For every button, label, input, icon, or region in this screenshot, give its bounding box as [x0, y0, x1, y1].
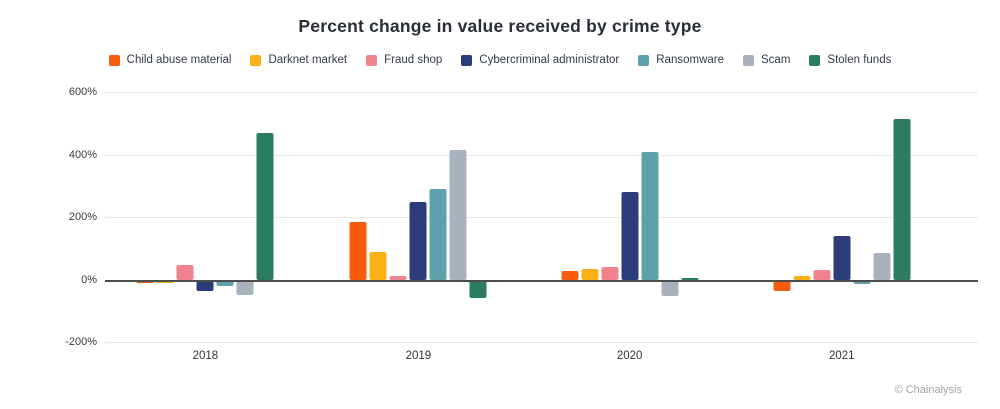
- bar-2019-ransomware: [429, 188, 447, 280]
- gridline: [105, 342, 978, 343]
- legend-label: Ransomware: [656, 54, 724, 66]
- legend-swatch-icon: [461, 54, 473, 66]
- bar-2020-ransomware: [641, 152, 659, 280]
- legend: Child abuse material Darknet market Fraud …: [0, 54, 1000, 66]
- bar-slot: [581, 92, 599, 342]
- legend-swatch-icon: [743, 54, 754, 66]
- bar-2020-darknet-market: [581, 268, 599, 280]
- bar-slot: [409, 92, 427, 342]
- bar-slot: [389, 92, 407, 342]
- bar-2021-fraud-shop: [813, 270, 831, 280]
- x-tick-label-2020: 2020: [616, 350, 643, 362]
- bar-2018-scam: [236, 279, 254, 295]
- legend-swatch-icon: [366, 54, 378, 66]
- bar-slot: [469, 92, 487, 342]
- y-tick-label: 400%: [68, 148, 97, 161]
- legend-swatch-icon: [638, 54, 650, 66]
- y-tick-label: 0%: [81, 273, 97, 286]
- legend-item-darknet-market: Darknet market: [250, 54, 347, 66]
- bar-slot: [429, 92, 447, 342]
- y-tick-label: -200%: [65, 336, 97, 348]
- bar-2020-stolen-funds: [681, 277, 699, 280]
- bar-2021-scam: [873, 252, 891, 280]
- x-tick-label-2018: 2018: [192, 350, 219, 362]
- bar-2019-cybercriminal-administrator: [409, 202, 427, 280]
- x-tick-label-2021: 2021: [829, 350, 855, 362]
- legend-item-child-abuse-material: Child abuse material: [108, 54, 232, 66]
- bar-slot: [661, 92, 679, 342]
- bar-slot: [136, 92, 154, 342]
- bar-2019-fraud-shop: [389, 276, 407, 280]
- gridline: [105, 92, 978, 93]
- bar-2019-child-abuse-material: [349, 221, 367, 280]
- y-tick-label: 200%: [68, 211, 97, 223]
- legend-label: Child abuse material: [126, 54, 232, 66]
- bar-2020-child-abuse-material: [561, 271, 579, 280]
- bar-slot: [561, 92, 579, 342]
- bar-2018-cybercriminal-administrator: [196, 279, 214, 292]
- bar-group-2020: [561, 92, 699, 342]
- y-tick-label: 600%: [68, 86, 97, 98]
- bar-slot: [369, 92, 387, 342]
- bar-group-2021: [773, 92, 911, 342]
- bar-2018-fraud-shop: [176, 265, 194, 280]
- bar-slot: [833, 92, 851, 342]
- legend-item-cybercriminal-administrator: Cybercriminal administrator: [461, 54, 619, 66]
- bar-slot: [176, 92, 194, 342]
- chart-title: Percent change in value received by crim…: [298, 16, 702, 36]
- bar-slot: [256, 92, 274, 342]
- bar-slot: [236, 92, 254, 342]
- bar-2021-ransomware: [853, 279, 871, 284]
- bar-2018-ransomware: [216, 279, 234, 287]
- legend-label: Cybercriminal administrator: [479, 54, 620, 66]
- gridline: [105, 154, 978, 156]
- bar-group-2019: [349, 92, 487, 342]
- bar-2021-cybercriminal-administrator: [833, 236, 851, 280]
- gridline: [105, 217, 978, 218]
- legend-label: Darknet market: [268, 54, 348, 66]
- bar-slot: [601, 92, 619, 342]
- legend-label: Stolen funds: [827, 54, 892, 66]
- bar-slot: [873, 92, 891, 342]
- bar-group-2018: [136, 92, 274, 342]
- legend-swatch-icon: [108, 54, 120, 66]
- bar-2021-child-abuse-material: [773, 279, 791, 292]
- bar-2019-scam: [449, 149, 467, 280]
- legend-item-ransomware: Ransomware: [638, 54, 724, 66]
- legend-item-stolen-funds: Stolen funds: [809, 54, 891, 66]
- bar-slot: [196, 92, 214, 342]
- bar-slot: [216, 92, 234, 342]
- bar-2021-stolen-funds: [893, 118, 911, 280]
- bar-2020-scam: [661, 279, 679, 296]
- bar-slot: [349, 92, 367, 342]
- legend-item-scam: Scam: [743, 54, 790, 66]
- bar-2019-stolen-funds: [469, 279, 487, 298]
- bar-slot: [793, 92, 811, 342]
- bar-slot: [853, 92, 871, 342]
- legend-swatch-icon: [250, 54, 262, 66]
- bar-2018-stolen-funds: [256, 132, 274, 280]
- bar-slot: [621, 92, 639, 342]
- bar-slot: [813, 92, 831, 342]
- zero-axis-line: [105, 279, 978, 282]
- bar-2020-cybercriminal-administrator: [621, 192, 639, 280]
- bar-slot: [681, 92, 699, 342]
- attribution: © Chainalysis: [894, 384, 962, 396]
- legend-swatch-icon: [809, 54, 821, 66]
- bar-slot: [773, 92, 791, 342]
- plot-area: 600% 400% 200% 0% -200% 2018 2019 2020 2021: [65, 86, 978, 362]
- bar-slot: [449, 92, 467, 342]
- bar-2019-darknet-market: [369, 252, 387, 280]
- bar-2020-fraud-shop: [601, 267, 619, 280]
- x-tick-label-2019: 2019: [405, 350, 432, 362]
- legend-label: Fraud shop: [384, 54, 443, 66]
- legend-label: Scam: [761, 54, 791, 66]
- bar-slot: [156, 92, 174, 342]
- bar-slot: [893, 92, 911, 342]
- bar-slot: [641, 92, 659, 342]
- bar-2021-darknet-market: [793, 275, 811, 280]
- legend-item-fraud-shop: Fraud shop: [366, 54, 442, 66]
